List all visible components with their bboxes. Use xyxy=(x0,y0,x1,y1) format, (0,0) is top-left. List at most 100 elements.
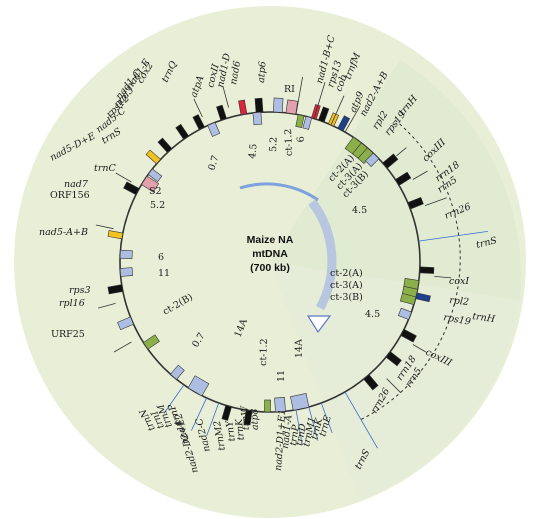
gene-11-left xyxy=(119,267,133,277)
label-rpl2-out: rpl2 xyxy=(449,295,470,308)
label-rps19-out: rps19 xyxy=(442,312,471,328)
leader-line-18 xyxy=(113,341,132,353)
gene-45-top xyxy=(252,111,263,126)
gene-6-left xyxy=(119,249,133,260)
label-trnM2: trnM2 xyxy=(212,420,228,452)
gene-07-top xyxy=(207,121,221,137)
leader-line-2 xyxy=(330,95,345,126)
leader-line-10 xyxy=(386,378,402,394)
map-title-line1: Maize NA xyxy=(247,234,294,246)
num-ct3A-right: ct-3(A) xyxy=(330,280,363,291)
label-trnK: trnK xyxy=(309,416,325,440)
gene-11-bot xyxy=(274,397,286,413)
leader-line-22 xyxy=(193,98,203,118)
num-5.2-left: 5.2 xyxy=(150,200,165,211)
gene-6-top xyxy=(302,115,313,130)
gene-07-bot xyxy=(170,364,185,380)
label-coxI: coxI xyxy=(449,276,469,287)
gene-nad1E xyxy=(175,123,190,140)
gene-coxII-top xyxy=(238,99,248,116)
gene-ORF156 xyxy=(123,181,140,196)
num-11-bot: 11 xyxy=(276,370,287,382)
leader-line-13 xyxy=(308,406,319,441)
num-4.5-in: 4.5 xyxy=(352,205,367,216)
label-nad5-A+B: nad5-A+B xyxy=(39,227,88,238)
recombination-arc-lower xyxy=(308,199,337,311)
gene-RI xyxy=(273,97,284,113)
map-title-line3: (700 kb) xyxy=(250,262,290,274)
gene-trn-bot xyxy=(221,404,232,421)
num-14A-bot: 14A xyxy=(293,339,305,358)
gene-cob xyxy=(318,106,330,123)
map-title-line2: mtDNA xyxy=(252,248,288,260)
leader-line-21 xyxy=(115,172,132,183)
gene-ct12-top xyxy=(295,114,305,128)
num-ct1.2-bot: ct-1.2 xyxy=(258,338,270,366)
gene-atp8 xyxy=(243,409,253,426)
num-ct3B-right: ct-3(B) xyxy=(330,292,363,303)
leader-line-0 xyxy=(295,76,303,115)
label-trnK2: trnK xyxy=(234,417,247,441)
gene-atp6 xyxy=(254,97,264,113)
gene-coxIII-right xyxy=(400,328,417,343)
gene-rrn26-right xyxy=(363,374,379,391)
num-0.7-top: 0.7 xyxy=(206,154,221,172)
leader-line-16 xyxy=(191,397,207,431)
gene-ct12-bot xyxy=(264,399,271,413)
num-11-left: 11 xyxy=(158,268,170,279)
gene-45-in xyxy=(365,152,380,167)
gene-rpl2-right xyxy=(415,292,431,303)
label-nad1-A: nad1-A xyxy=(280,414,295,449)
gene-rrn18-in xyxy=(394,171,412,186)
label-trnY: trnY xyxy=(224,418,238,442)
label-nad2-D1+E1: nad2-D1+E1 xyxy=(273,409,288,471)
recombination-arc-upper xyxy=(239,182,319,202)
gene-14A-botleft xyxy=(187,375,210,397)
label-nad7: nad7 xyxy=(64,179,89,190)
gene-S2 xyxy=(141,175,160,193)
leader-line-23 xyxy=(222,86,229,108)
gene-cox2 xyxy=(192,114,205,131)
gene-rpl16 xyxy=(107,284,124,295)
leader-line-7 xyxy=(418,231,488,242)
label-leaders xyxy=(95,76,488,449)
gene-coxI xyxy=(419,266,435,274)
recombination-arrowhead xyxy=(306,315,332,334)
num-ct2A-right: ct-2(A) xyxy=(330,268,363,279)
leader-line-14 xyxy=(295,409,303,446)
label-trnH-out2: trnH xyxy=(472,311,497,325)
gene-ct3B-right xyxy=(399,292,417,306)
num-4.5-top: 4.5 xyxy=(247,143,260,159)
gene-rrn18-right xyxy=(385,351,402,367)
label-nad6: nad6 xyxy=(228,60,243,85)
gene-atpA xyxy=(216,104,227,121)
gene-52-left xyxy=(147,168,163,183)
gene-ct2B-left xyxy=(142,334,160,350)
gene-coxIII-in xyxy=(382,153,399,169)
num-6-top: 6 xyxy=(295,136,307,143)
leader-line-12 xyxy=(320,402,333,434)
leader-line-6 xyxy=(424,197,447,206)
label-trnP: trnP xyxy=(288,424,302,447)
gene-nad5DE xyxy=(145,149,161,165)
subgenomic-overlay-2 xyxy=(270,262,520,500)
gene-trn-left xyxy=(157,137,173,153)
label-trnW: trnW xyxy=(239,404,252,430)
leader-line-8 xyxy=(434,276,452,279)
gene-rrn26-in xyxy=(407,196,424,210)
gene-nad2AB xyxy=(337,115,351,132)
label-trnD: trnD xyxy=(294,422,309,446)
num-6-left: 6 xyxy=(158,252,164,263)
leader-line-17 xyxy=(163,384,185,414)
gene-blocks xyxy=(107,97,435,426)
num-S2: S2 xyxy=(149,186,162,197)
num-ct1.2-top: ct-1.2 xyxy=(283,128,295,156)
label-atp8: atp8 xyxy=(249,408,261,430)
num-5.2-top: 5.2 xyxy=(268,137,280,152)
leader-line-9 xyxy=(412,344,427,353)
label-ORF156: ORF156 xyxy=(50,190,90,201)
gene-14A-bot xyxy=(290,393,310,411)
gene-45-right xyxy=(397,307,412,320)
